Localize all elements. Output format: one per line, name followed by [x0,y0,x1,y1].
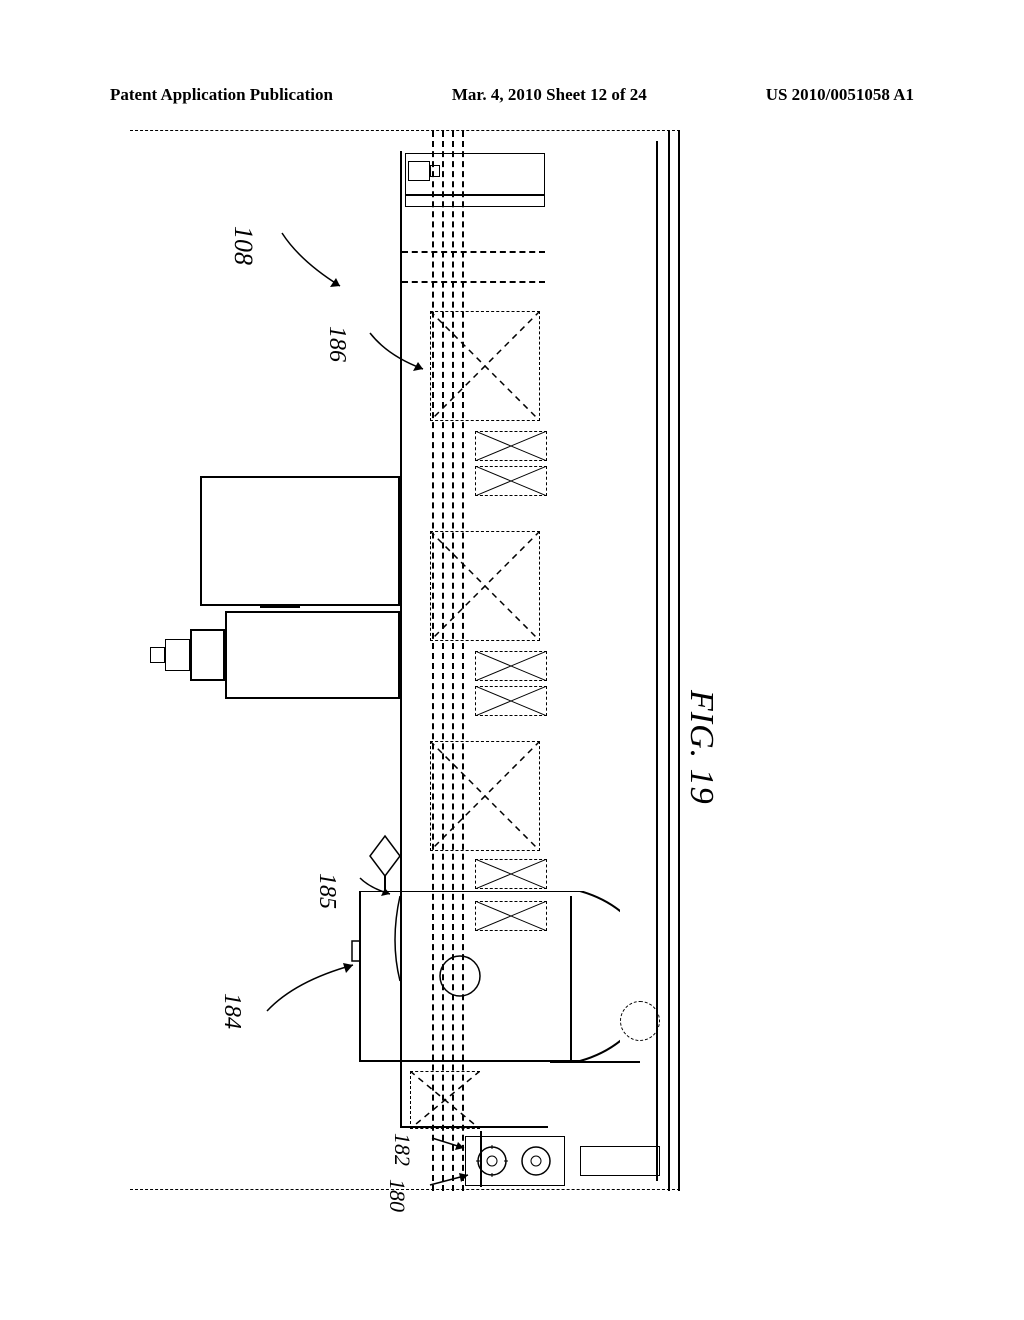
chamber-bottom [400,1126,548,1128]
label-186: 186 [323,326,350,362]
label-180: 180 [384,1179,410,1212]
top-motor-coupling [430,165,440,177]
figure-caption: FIG. 19 [682,690,720,805]
header-center: Mar. 4, 2010 Sheet 12 of 24 [452,85,647,105]
leader-186 [368,331,438,376]
frame-right-2 [668,131,670,1191]
cell-div-2 [402,281,545,283]
vessel-drain-dash [620,1001,660,1041]
hx-3a-x [475,859,547,889]
top-motor [408,161,430,181]
vessel-leg-a [570,896,572,1061]
hopper-body [225,611,400,699]
hopper-top-lip [260,606,300,608]
leader-108 [280,231,400,301]
fan-x-mid [430,531,540,641]
label-108: 108 [228,226,258,265]
page-header: Patent Application Publication Mar. 4, 2… [110,85,914,105]
leader-184 [265,961,360,1016]
header-right: US 2010/0051058 A1 [766,85,914,105]
pump-gears [470,1139,560,1183]
hx-2a-x [475,651,547,681]
hopper-step-1 [190,629,225,681]
leader-185 [358,876,398,901]
frame-right [678,131,680,1191]
hx-1a-x [475,431,547,461]
figure-19: 108 186 185 184 182 180 [130,130,680,1190]
cell-div-1 [402,251,545,253]
leader-180 [428,1171,473,1189]
vessel-foot [550,1061,640,1063]
hopper-step-2 [165,639,190,671]
fan-partial-bottom-x [410,1071,480,1129]
fan-x-186 [430,311,540,421]
fan-x-lower [430,741,540,851]
hx-2b-x [475,686,547,716]
leader-182 [430,1136,470,1156]
hopper-nozzle [150,647,165,663]
header-left: Patent Application Publication [110,85,333,105]
label-184: 184 [218,993,245,1029]
top-end-lip [405,195,545,207]
hx-1b-x [475,466,547,496]
hx-vessel-top-x [475,901,547,931]
pump-actuator [580,1146,660,1176]
label-185: 185 [313,873,340,909]
label-182: 182 [389,1133,415,1166]
blower-housing-upper [200,476,400,606]
